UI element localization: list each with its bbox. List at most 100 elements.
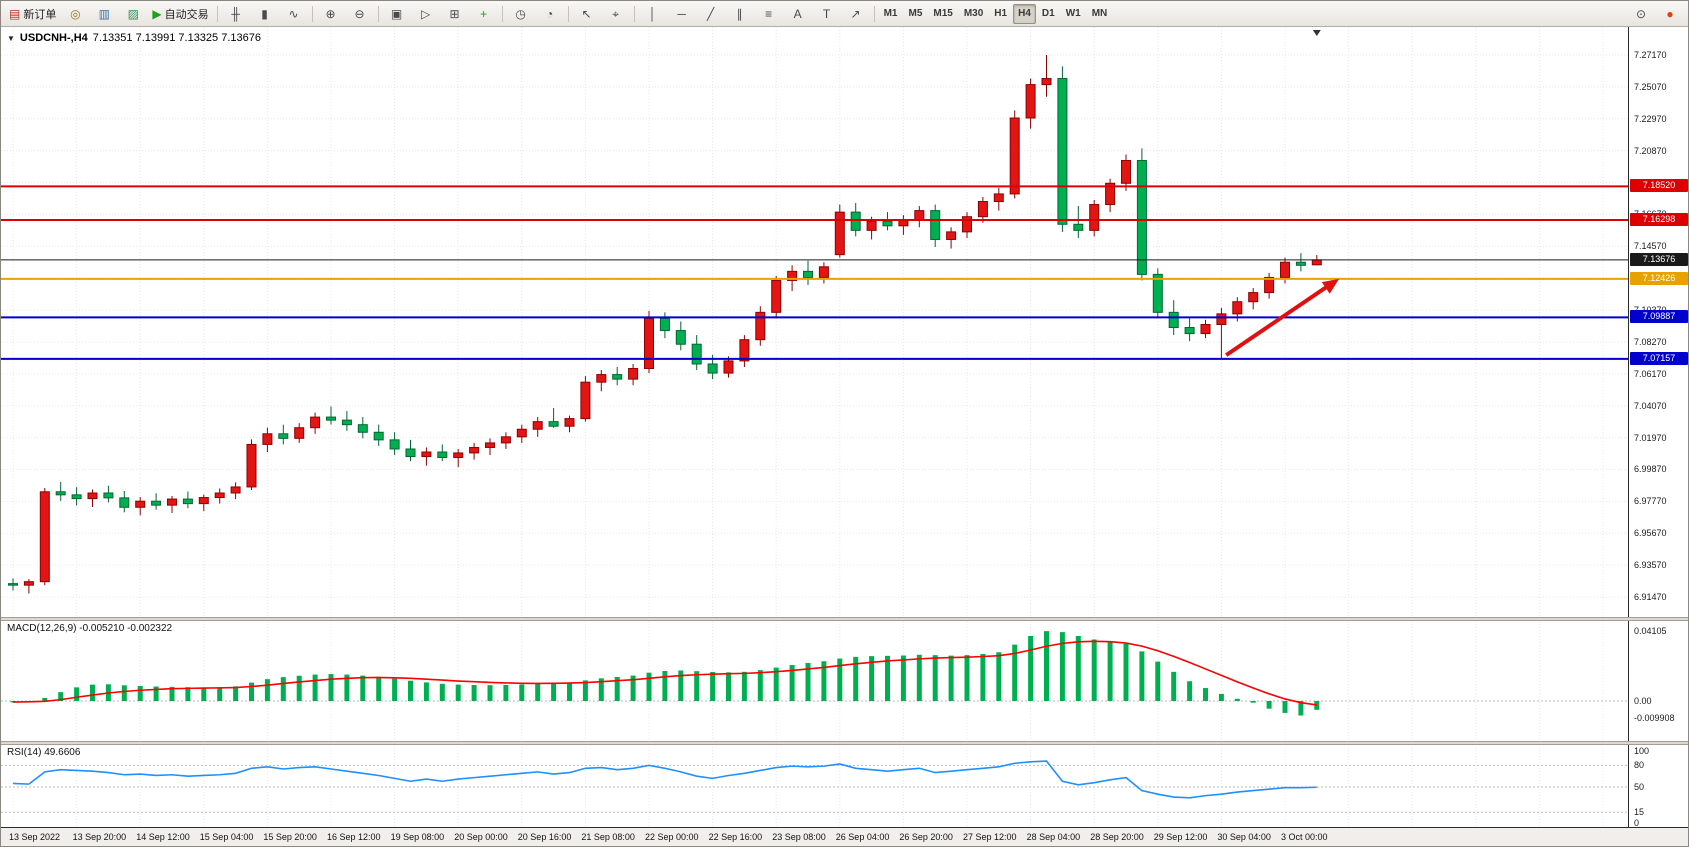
time-tick-label: 16 Sep 12:00 (327, 832, 381, 842)
bar-chart-icon: ╫ (231, 6, 240, 21)
time-tick-label: 30 Sep 04:00 (1217, 832, 1271, 842)
time-tick-label: 20 Sep 00:00 (454, 832, 508, 842)
search-button[interactable]: ⊙ (1627, 3, 1655, 25)
period-up-button[interactable]: ◷ (507, 3, 535, 25)
timeframe-button-h1[interactable]: H1 (994, 8, 1008, 19)
timeframe-button-m1[interactable]: M1 (883, 8, 898, 19)
price-axis[interactable]: 7.271707.250707.229707.208707.187707.166… (1628, 27, 1688, 828)
toolbar-separator (377, 5, 379, 22)
red-dot-icon: ● (1666, 6, 1674, 21)
text-icon: A (793, 6, 802, 21)
time-tick-label: 22 Sep 16:00 (708, 832, 763, 842)
price-tick-label: 6.95670 (1634, 528, 1667, 539)
zoom-out-button[interactable]: ⊖ (346, 3, 374, 25)
rsi-axis-label: 80 (1634, 760, 1645, 771)
price-tick-label: 7.20870 (1634, 145, 1667, 156)
timeframe-button-h4[interactable]: H4 (1013, 3, 1036, 24)
chart-header: ▼ USDCNH-,H4 7.13351 7.13991 7.13325 7.1… (7, 32, 261, 44)
timeframe-button-m5[interactable]: M5 (908, 8, 923, 19)
price-tick-label: 7.08270 (1634, 336, 1667, 347)
line-chart-type-button[interactable]: ∿ (280, 3, 308, 25)
symbol-title: USDCNH-,H4 (19, 32, 88, 44)
price-tick-label: 7.10370 (1634, 305, 1667, 315)
price-level-badge: 7.18520 (1630, 179, 1688, 193)
arrows-button[interactable]: ↗ (842, 3, 870, 25)
rsi-axis-label: 50 (1634, 782, 1645, 792)
toolbar-separator (633, 5, 635, 22)
toolbar-separator (216, 5, 218, 22)
timeframe-button-w1[interactable]: W1 (1065, 8, 1081, 19)
time-tick-label: 15 Sep 04:00 (199, 832, 254, 842)
price-level-badge: 7.16298 (1630, 213, 1688, 227)
auto-scroll-button[interactable]: ▣ (383, 3, 411, 25)
chart-plot-area[interactable] (1, 27, 1628, 827)
tile-windows-button[interactable]: ⊞ (441, 3, 469, 25)
candlestick-type-button[interactable]: ▮ (251, 3, 279, 25)
data-window-button[interactable]: ▨ (119, 3, 147, 25)
auto-trading-button[interactable]: ▶ 自动交易 (148, 3, 212, 25)
symbol-dropdown-icon[interactable]: ▼ (7, 33, 15, 43)
time-tick-label: 22 Sep 00:00 (645, 832, 699, 842)
pane-splitter-rsi[interactable] (1, 741, 1688, 745)
price-level-badge: 7.07157 (1630, 351, 1688, 365)
zoom-in-icon: ⊕ (325, 6, 336, 21)
crosshair-button[interactable]: ⌖ (602, 3, 630, 25)
line-chart-icon: ∿ (288, 6, 299, 21)
price-level-badge: 7.09887 (1630, 310, 1688, 324)
candlestick-icon: ▮ (261, 6, 268, 21)
price-tick-label: 7.04070 (1634, 400, 1667, 411)
macd-name: MACD(12,26,9) (7, 623, 77, 634)
trend-arrow (1225, 278, 1340, 357)
compass-button[interactable]: ◎ (61, 3, 89, 25)
toolbar-separator (501, 5, 503, 22)
time-tick-label: 28 Sep 04:00 (1026, 832, 1081, 842)
compass-icon: ◎ (70, 6, 81, 21)
timeframe-button-mn[interactable]: MN (1091, 8, 1108, 19)
rsi-axis-label: 100 (1634, 746, 1650, 756)
rsi-line (12, 760, 1317, 799)
gridlines (1, 27, 1628, 827)
time-tick-label: 23 Sep 08:00 (772, 832, 826, 842)
horizontal-line-button[interactable]: ─ (668, 3, 696, 25)
channel-button[interactable]: ∥ (726, 3, 754, 25)
time-tick-label: 29 Sep 12:00 (1153, 832, 1208, 842)
new-order-button[interactable]: ▤ 新订单 (5, 3, 60, 25)
fibonacci-icon: ≡ (765, 6, 773, 21)
play-icon: ▶ (152, 6, 162, 21)
time-tick-label: 13 Sep 2022 (9, 832, 61, 842)
time-axis[interactable]: 13 Sep 2022 13 Sep 20:00 14 Sep 12:00 15 Se… (1, 827, 1688, 846)
time-tick-label: 14 Sep 12:00 (136, 832, 190, 842)
new-chart-button[interactable]: + (470, 3, 498, 25)
market-watch-button[interactable]: ▥ (90, 3, 118, 25)
time-tick-label: 3 Oct 00:00 (1281, 832, 1328, 842)
tile-windows-icon: ⊞ (449, 6, 460, 21)
pane-splitter-macd[interactable] (1, 617, 1688, 621)
rsi-axis-label: 15 (1634, 807, 1645, 818)
vertical-line-button[interactable]: │ (639, 3, 667, 25)
text-button[interactable]: A (784, 3, 812, 25)
timeframe-button-m30[interactable]: M30 (963, 8, 984, 19)
candlestick-plus-icon: ▤ (9, 6, 21, 21)
horizontal-lines (1, 185, 1628, 360)
time-tick-label: 15 Sep 20:00 (263, 832, 317, 842)
price-tick-label: 6.99870 (1634, 464, 1667, 475)
text-label-button[interactable]: T (813, 3, 841, 25)
clock-icon: ◷ (515, 6, 526, 21)
trendline-button[interactable]: ╱ (697, 3, 725, 25)
cursor-icon: ↖ (581, 6, 592, 21)
cursor-button[interactable]: ↖ (573, 3, 601, 25)
price-tick-label: 7.14570 (1634, 241, 1667, 252)
notifications-button[interactable]: ● (1656, 3, 1684, 25)
zoom-in-button[interactable]: ⊕ (317, 3, 345, 25)
time-tick-label: 20 Sep 16:00 (517, 832, 572, 842)
fibonacci-button[interactable]: ≡ (755, 3, 783, 25)
period-down-button[interactable]: ◔ (536, 3, 564, 25)
time-tick-label: 26 Sep 04:00 (835, 832, 890, 842)
timeframe-button-m15[interactable]: M15 (933, 8, 953, 19)
auto-scroll-icon: ▣ (390, 6, 403, 21)
toolbar-separator (311, 5, 313, 22)
timeframe-button-d1[interactable]: D1 (1041, 8, 1055, 19)
bar-chart-type-button[interactable]: ╫ (222, 3, 250, 25)
current-price-badge: 7.13676 (1630, 252, 1688, 266)
chart-shift-button[interactable]: ▷ (412, 3, 440, 25)
